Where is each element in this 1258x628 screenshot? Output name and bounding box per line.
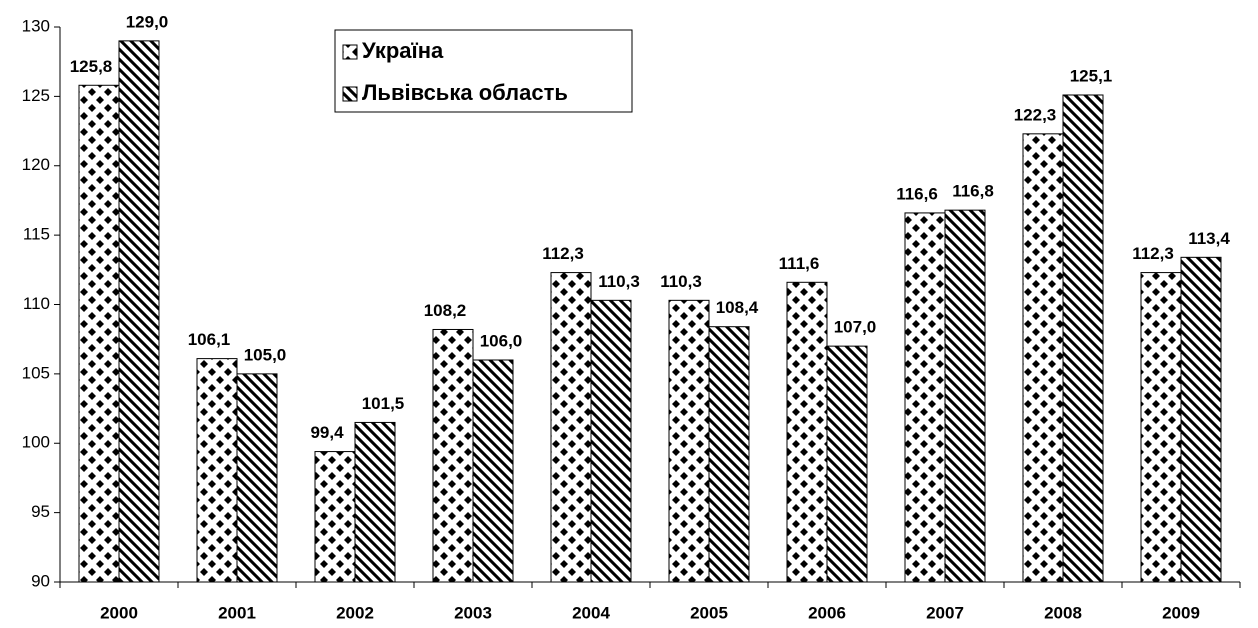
x-tick-label: 2007 (926, 603, 964, 622)
bar (1062, 94, 1104, 583)
data-label: 107,0 (834, 318, 877, 337)
legend-box (334, 29, 633, 113)
data-label: 105,0 (244, 345, 287, 364)
y-tick-label: 95 (31, 502, 50, 521)
data-label: 111,6 (779, 254, 820, 273)
x-tick-label: 2003 (454, 603, 492, 622)
bar (550, 272, 592, 583)
legend-label: Львівська область (362, 80, 568, 105)
y-tick-label: 125 (22, 86, 50, 105)
bar (1180, 256, 1222, 583)
data-label: 110,3 (660, 272, 702, 291)
bar (196, 358, 238, 583)
data-label: 129,0 (126, 12, 169, 31)
data-label: 106,1 (188, 330, 231, 349)
bar (1022, 133, 1064, 583)
bar (708, 326, 750, 583)
x-tick-label: 2006 (808, 603, 846, 622)
bar (432, 328, 474, 583)
y-tick-label: 90 (31, 571, 50, 590)
data-label: 101,5 (362, 394, 405, 413)
bar (118, 40, 160, 583)
bar (236, 373, 278, 583)
legend-swatch (342, 44, 358, 60)
x-tick-label: 2009 (1162, 603, 1200, 622)
data-label: 116,6 (896, 184, 938, 203)
x-tick-label: 2000 (100, 603, 138, 622)
y-tick-label: 115 (23, 225, 50, 244)
y-tick-label: 120 (22, 155, 50, 174)
y-tick-label: 100 (22, 433, 50, 452)
bar (472, 359, 514, 583)
y-tick-label: 130 (22, 16, 50, 35)
data-label: 125,8 (70, 57, 113, 76)
bar (786, 281, 828, 583)
bar (590, 299, 632, 583)
y-tick-label: 105 (22, 363, 50, 382)
bar (1140, 272, 1182, 583)
x-tick-label: 2001 (218, 603, 256, 622)
data-label: 112,3 (1132, 244, 1174, 263)
bar (904, 212, 946, 583)
data-label: 108,2 (424, 301, 467, 320)
x-tick-label: 2008 (1044, 603, 1082, 622)
data-label: 113,4 (1188, 229, 1230, 248)
bar (668, 299, 710, 583)
bar (314, 451, 356, 583)
legend-label: Україна (362, 38, 444, 63)
legend-swatch (342, 86, 358, 102)
bar (826, 345, 868, 583)
data-label: 122,3 (1014, 105, 1057, 124)
data-label: 110,3 (598, 272, 640, 291)
bar (944, 209, 986, 583)
x-tick-label: 2005 (690, 603, 728, 622)
data-label: 116,8 (952, 182, 994, 201)
bar (78, 84, 120, 583)
data-label: 106,0 (480, 331, 523, 350)
y-tick-label: 110 (23, 294, 50, 313)
data-label: 99,4 (310, 423, 344, 442)
bar (354, 421, 396, 583)
legend: Україна Львівська область (334, 29, 633, 113)
x-tick-label: 2002 (336, 603, 374, 622)
data-label: 112,3 (542, 244, 584, 263)
data-label: 108,4 (716, 298, 759, 317)
x-tick-label: 2004 (572, 603, 610, 622)
data-label: 125,1 (1070, 66, 1113, 85)
